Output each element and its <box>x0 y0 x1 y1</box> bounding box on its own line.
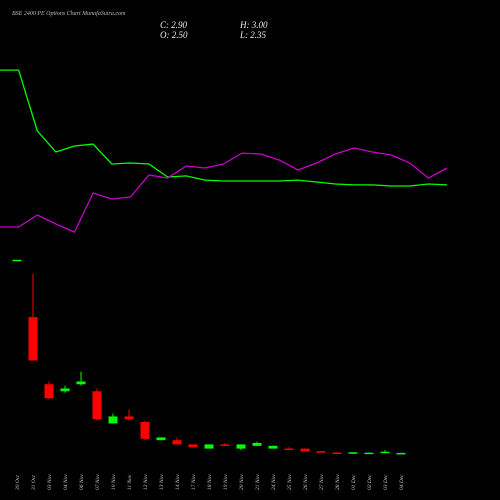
x-tick-label: 25 Nov <box>287 474 293 490</box>
x-tick-label: 01 Dec <box>351 474 357 490</box>
x-tick-label: 14 Nov <box>174 474 181 490</box>
x-tick-label: 06 Nov <box>79 474 85 490</box>
candle-body <box>108 416 118 424</box>
candle-body <box>236 444 246 449</box>
indicator-line <box>0 69 448 187</box>
candle-body <box>364 452 374 455</box>
candle-body <box>332 452 342 455</box>
x-tick-label: 03 Dec <box>383 474 389 490</box>
candle-body <box>316 451 326 453</box>
x-tick-label: 13 Nov <box>159 474 165 490</box>
x-tick-label: 28 Nov <box>335 474 341 490</box>
candle-body <box>28 317 38 361</box>
x-tick-label: 04 Dec <box>398 474 405 490</box>
x-tick-label: 27 Nov <box>319 474 325 490</box>
x-tick-label: 19 Nov <box>223 474 229 490</box>
indicator-line <box>0 147 448 233</box>
x-tick-label: 31 Oct <box>31 475 37 491</box>
candle-body <box>60 388 70 392</box>
x-tick-label: 17 Nov <box>191 474 197 490</box>
readout: L: 2.35 <box>239 30 267 40</box>
candle-body <box>124 416 134 420</box>
readout: O: 2.50 <box>160 30 188 40</box>
candle-body <box>92 391 102 420</box>
candle-body <box>188 444 198 448</box>
x-tick-label: 30 Oct <box>15 475 21 491</box>
x-tick-label: 26 Nov <box>303 474 309 490</box>
candle-body <box>348 452 358 454</box>
x-tick-label: 10 Nov <box>111 474 117 490</box>
x-tick-label: 24 Nov <box>270 474 277 490</box>
candle-body <box>76 381 86 385</box>
x-tick-label: 03 Nov <box>47 474 53 490</box>
candle-body <box>220 444 230 446</box>
candle-body <box>300 448 310 452</box>
candle-body <box>156 437 166 441</box>
x-tick-label: 04 Nov <box>62 474 69 490</box>
x-tick-label: 18 Nov <box>207 474 213 490</box>
x-tick-label: 07 Nov <box>95 474 101 490</box>
candle-body <box>380 451 390 454</box>
candle-body <box>252 443 262 446</box>
x-tick-label: 11 Nov <box>127 474 133 490</box>
readout: C: 2.90 <box>160 20 188 30</box>
chart-title: BSE 2400 PE Options Chart MunafaSutra.co… <box>12 10 126 17</box>
candle-body <box>268 445 278 449</box>
x-tick-label: 20 Nov <box>239 474 245 490</box>
x-tick-label: 12 Nov <box>143 474 149 490</box>
candle-body <box>172 440 182 445</box>
candle-body <box>204 444 214 449</box>
x-tick-label: 02 Dec <box>367 474 373 490</box>
candle-body <box>12 259 22 262</box>
candle-body <box>284 448 294 451</box>
candle-body <box>140 422 150 439</box>
candle-body <box>396 452 406 455</box>
x-tick-label: 21 Nov <box>255 474 261 490</box>
readout: H: 3.00 <box>239 20 268 30</box>
candle-body <box>44 384 54 399</box>
